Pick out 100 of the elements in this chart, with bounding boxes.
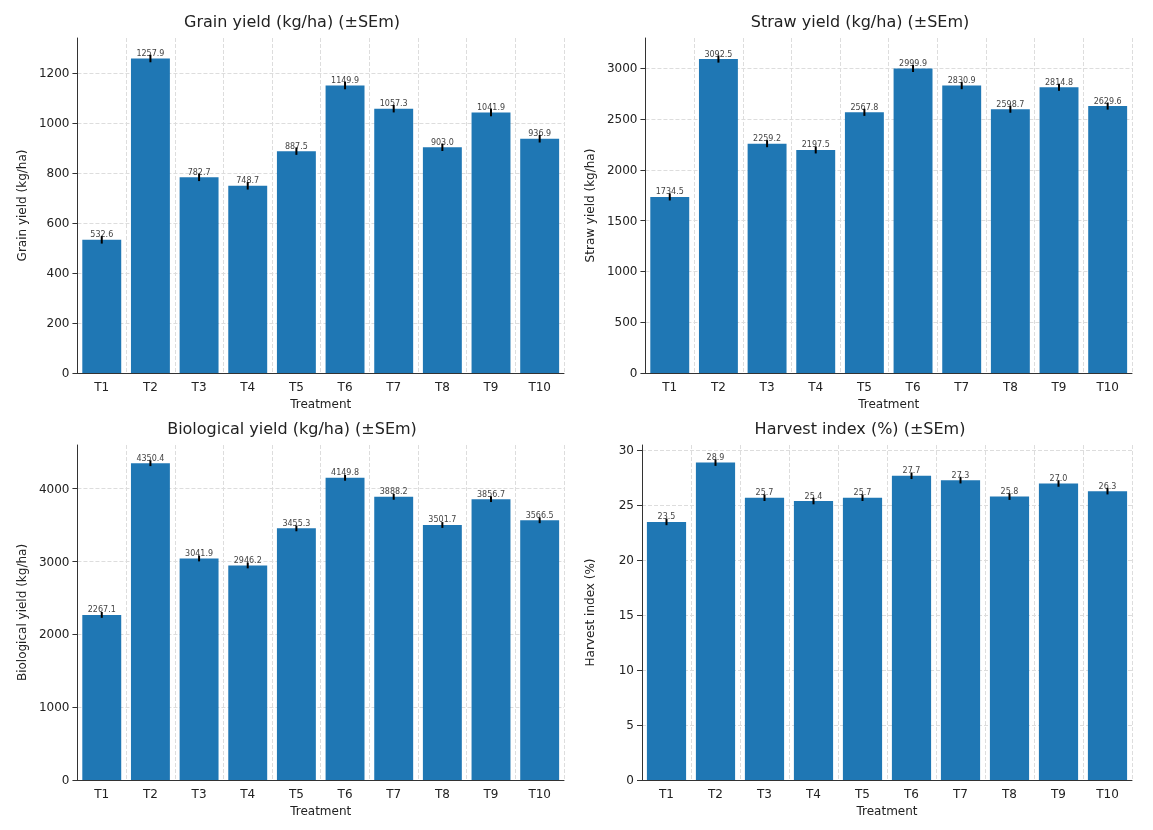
x-tick-label: T9 — [1050, 787, 1066, 801]
data-label: 2259.2 — [753, 134, 782, 144]
bar — [893, 68, 933, 373]
bar — [130, 463, 170, 780]
data-label: 3501.7 — [428, 515, 457, 525]
x-tick-label: T4 — [807, 380, 824, 394]
x-tick-label: T10 — [527, 787, 551, 801]
y-axis-title: Harvest index (%) — [583, 558, 597, 667]
bar — [1088, 106, 1128, 373]
data-label: 903.0 — [430, 137, 454, 147]
y-tick-label: 25 — [618, 498, 634, 513]
y-tick-label: 30 — [618, 443, 634, 458]
bar — [325, 477, 365, 780]
x-tick-label: T3 — [190, 787, 207, 801]
x-tick-label: T3 — [756, 787, 772, 801]
data-label: 782.7 — [187, 167, 211, 177]
y-tick-label: 20 — [618, 553, 634, 568]
x-tick-label: T10 — [1095, 787, 1119, 801]
data-label: 26.3 — [1098, 481, 1117, 491]
data-label: 27.3 — [951, 470, 970, 480]
x-tick-label: T8 — [1001, 380, 1018, 394]
x-tick-label: T4 — [239, 380, 256, 394]
data-label: 936.9 — [528, 129, 552, 139]
data-label: 2567.8 — [850, 102, 879, 112]
data-label: 25.7 — [853, 488, 872, 498]
y-tick-label: 600 — [46, 216, 70, 230]
bar — [989, 496, 1030, 780]
bar — [1038, 483, 1079, 780]
x-tick-label: T8 — [1001, 787, 1017, 801]
bar — [82, 239, 122, 373]
y-axis-title: Straw yield (kg/ha) — [583, 148, 597, 263]
bar — [228, 565, 268, 780]
x-tick-label: T1 — [93, 380, 110, 394]
y-tick-label: 1500 — [606, 213, 638, 228]
x-tick-label: T2 — [141, 787, 158, 801]
y-tick-label: 3000 — [606, 61, 638, 76]
bar — [650, 196, 690, 373]
y-tick-label: 4000 — [38, 481, 70, 496]
x-tick-label: T2 — [141, 380, 158, 394]
data-label: 3566.5 — [525, 510, 554, 520]
bar — [471, 112, 511, 373]
bar — [744, 497, 785, 780]
y-tick-label: 1000 — [606, 264, 638, 279]
data-label: 4149.8 — [331, 468, 360, 478]
x-axis-title: Treatment — [289, 803, 352, 818]
x-tick-label: T4 — [805, 787, 821, 801]
data-label: 27.0 — [1049, 473, 1068, 483]
y-tick-label: 500 — [614, 315, 638, 330]
x-tick-label: T4 — [239, 787, 256, 801]
x-tick-label: T10 — [527, 380, 551, 394]
y-tick-label: 0 — [61, 773, 70, 787]
bar — [374, 496, 414, 780]
bar — [942, 85, 982, 373]
data-label: 2197.5 — [801, 140, 830, 150]
chart-title: Grain yield (kg/ha) (±SEm) — [184, 11, 400, 31]
y-tick-label: 10 — [618, 663, 634, 678]
bar — [793, 501, 834, 780]
data-label: 2946.2 — [233, 555, 262, 565]
bar — [276, 528, 316, 780]
y-tick-label: 0 — [626, 773, 634, 787]
x-tick-label: T1 — [93, 787, 110, 801]
x-tick-label: T1 — [658, 787, 674, 801]
x-tick-label: T2 — [707, 787, 723, 801]
data-label: 748.7 — [236, 176, 260, 186]
data-label: 2814.8 — [1045, 77, 1074, 87]
data-label: 25.7 — [755, 488, 774, 498]
bar — [520, 520, 560, 780]
y-axis-title: Biological yield (kg/ha) — [15, 543, 29, 682]
x-tick-label: T1 — [661, 380, 678, 394]
data-label: 23.5 — [657, 512, 676, 522]
data-label: 2999.9 — [899, 58, 928, 68]
data-label: 887.5 — [284, 141, 308, 151]
bar — [990, 109, 1030, 373]
x-tick-label: T6 — [904, 380, 921, 394]
data-label: 2267.1 — [87, 605, 116, 615]
x-tick-label: T7 — [385, 787, 402, 801]
y-tick-label: 15 — [618, 608, 634, 623]
data-label: 28.9 — [706, 453, 725, 463]
y-tick-label: 1200 — [38, 66, 70, 80]
bar — [228, 185, 268, 373]
data-label: 1149.9 — [331, 76, 360, 86]
x-tick-label: T9 — [1050, 380, 1067, 394]
x-tick-label: T3 — [758, 380, 775, 394]
bar — [1039, 87, 1079, 373]
bar — [82, 614, 122, 780]
data-label: 2629.6 — [1093, 96, 1122, 106]
y-tick-label: 2000 — [606, 162, 638, 177]
bar — [325, 85, 365, 373]
data-label: 1257.9 — [136, 49, 165, 59]
x-tick-label: T6 — [336, 380, 353, 394]
bar — [695, 462, 736, 780]
x-tick-label: T5 — [855, 380, 872, 394]
data-label: 27.7 — [902, 466, 921, 476]
bar — [842, 497, 883, 780]
x-tick-label: T7 — [953, 380, 970, 394]
y-tick-label: 800 — [46, 166, 70, 180]
bar — [796, 149, 836, 373]
bar — [276, 151, 316, 373]
data-label: 3092.5 — [704, 49, 733, 59]
data-label: 1041.9 — [477, 103, 506, 113]
